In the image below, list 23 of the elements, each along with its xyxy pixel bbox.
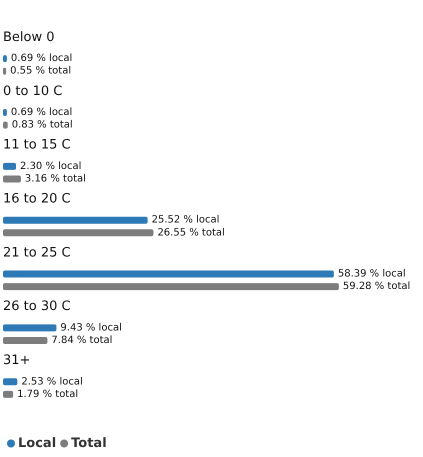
data-label: 7.84 % total (51, 335, 112, 346)
data-label: 58.39 % local (338, 268, 406, 280)
y-tick-label: Below 0 (3, 30, 55, 45)
y-tick-label: 16 to 20 C (3, 192, 71, 206)
y-tick-label: 31+ (3, 353, 30, 368)
data-label: 1.79 % total (17, 388, 78, 400)
y-tick-label: 21 to 25 C (3, 245, 71, 260)
data-label: 59.28 % total (342, 281, 410, 292)
data-label: 0.55 % total (10, 66, 72, 77)
data-label: 26.55 % total (157, 227, 225, 238)
y-tick-label: 11 to 15 C (3, 138, 71, 153)
data-label: 25.52 % local (152, 214, 220, 226)
data-label: 0.69 % local (10, 53, 72, 64)
data-label: 0.69 % local (10, 106, 72, 118)
data-label: 9.43 % local (60, 322, 122, 334)
legend-label: Total (71, 436, 107, 451)
data-label: 2.30 % local (20, 160, 82, 172)
legend-label: Local (18, 436, 56, 451)
y-tick-label: 0 to 10 C (3, 84, 62, 99)
y-tick-label: 26 to 30 C (3, 299, 71, 314)
data-label: 0.83 % total (12, 120, 73, 131)
data-label: 2.53 % local (21, 376, 83, 388)
data-label: 3.16 % total (24, 173, 86, 184)
